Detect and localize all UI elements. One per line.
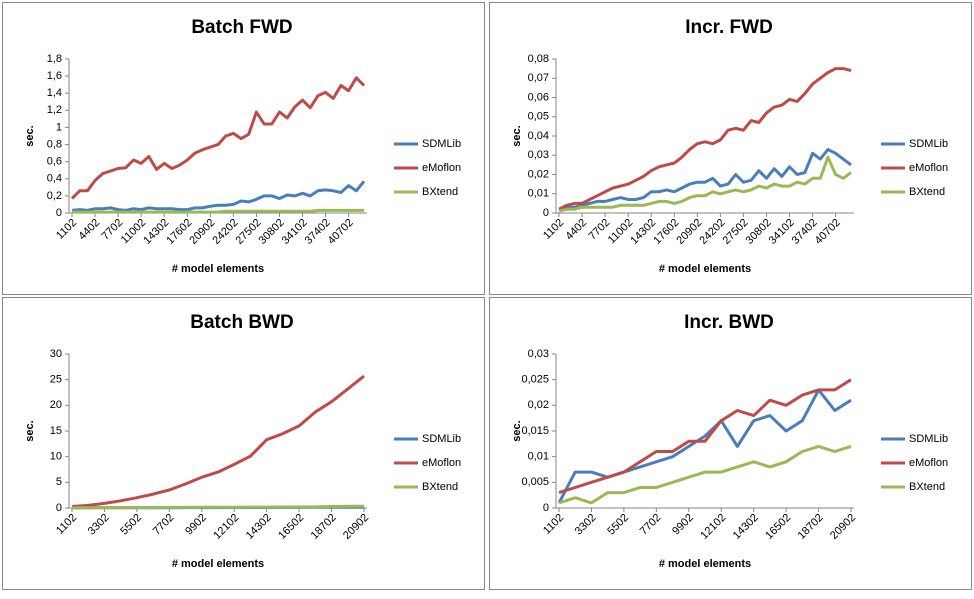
y-tick-label: 0,005 — [521, 476, 549, 488]
legend-label: SDMLib — [909, 138, 948, 150]
y-tick-label: 10 — [50, 451, 62, 463]
chart-title: Incr. FWD — [685, 17, 773, 38]
y-tick-label: 15 — [50, 425, 62, 437]
y-tick-label: 0,4 — [47, 173, 62, 185]
y-tick-label: 0,01 — [528, 451, 549, 463]
y-tick-label: 20 — [50, 399, 62, 411]
y-tick-label: 1,4 — [47, 87, 62, 99]
chart-panel: Incr. FWD sec. # model elements 0 0,01 0,02 0,… — [489, 2, 972, 295]
y-tick-label: 0,06 — [528, 91, 549, 103]
y-tick-label: 25 — [50, 374, 62, 386]
y-tick-label: 0,025 — [521, 374, 549, 386]
x-axis-title: # model elements — [659, 558, 751, 570]
series-line — [558, 378, 852, 495]
y-tick-label: 0,02 — [528, 399, 549, 411]
y-tick-label: 0,05 — [528, 111, 549, 123]
legend-label: eMoflon — [909, 162, 948, 174]
y-tick-label: 5 — [56, 476, 62, 488]
x-axis-title: # model elements — [172, 263, 264, 275]
y-tick-label: 0,07 — [528, 72, 549, 84]
legend-label: BXtend — [422, 481, 458, 493]
y-tick-label: 30 — [50, 348, 62, 360]
panel-border — [489, 297, 972, 590]
series-line — [558, 155, 852, 213]
y-tick-label: 0 — [543, 502, 549, 514]
series-line — [71, 180, 366, 212]
legend-label: SDMLib — [422, 138, 461, 150]
panel-border — [2, 2, 485, 295]
y-tick-label: 1,6 — [47, 70, 62, 82]
chart-title: Incr. BWD — [684, 312, 774, 333]
y-tick-label: 0,08 — [528, 53, 549, 65]
series-line — [558, 67, 852, 211]
y-tick-label: 0,04 — [528, 130, 549, 142]
series-line — [70, 76, 366, 200]
legend-label: BXtend — [909, 481, 945, 493]
y-axis-title: sec. — [24, 125, 36, 146]
y-tick-label: 0,02 — [528, 168, 549, 180]
legend-label: eMoflon — [422, 162, 461, 174]
y-tick-label: 0,6 — [47, 156, 62, 168]
y-tick-label: 0,01 — [528, 188, 549, 200]
legend-label: eMoflon — [422, 457, 461, 469]
y-tick-label: 1,8 — [47, 53, 62, 65]
chart-panel: Batch FWD sec. # model elements 0 0,2 0,4 0,6 0… — [2, 2, 485, 295]
y-tick-label: 0,03 — [528, 348, 549, 360]
chart-panel: Incr. BWD sec. # model elements 0 0,005 0,01 0… — [489, 297, 972, 590]
y-axis-title: sec. — [511, 125, 523, 146]
legend-label: SDMLib — [909, 433, 948, 445]
x-axis-title: # model elements — [172, 558, 264, 570]
y-tick-label: 0,015 — [521, 425, 549, 437]
y-tick-label: 0,2 — [47, 190, 62, 202]
chart-panel: Batch BWD sec. # model elements 0 5 10 15 20 25 3… — [2, 297, 485, 590]
series-line — [71, 374, 365, 508]
y-tick-label: 0 — [56, 207, 62, 219]
series-line — [558, 148, 852, 211]
y-tick-label: 0,8 — [47, 138, 62, 150]
legend-label: BXtend — [422, 186, 458, 198]
series-line — [558, 444, 852, 505]
y-tick-label: 0 — [543, 207, 549, 219]
y-axis-title: sec. — [24, 420, 36, 441]
legend-label: eMoflon — [909, 457, 948, 469]
panel-border — [2, 297, 485, 590]
y-tick-label: 0,03 — [528, 149, 549, 161]
y-tick-label: 0 — [56, 502, 62, 514]
series-line — [72, 504, 364, 510]
chart-title: Batch FWD — [191, 17, 292, 38]
series-line — [72, 208, 364, 214]
panel-border — [489, 2, 972, 295]
x-axis-title: # model elements — [659, 263, 751, 275]
y-axis-title: sec. — [511, 420, 523, 441]
chart-title: Batch BWD — [190, 312, 293, 333]
legend-label: BXtend — [909, 186, 945, 198]
legend-label: SDMLib — [422, 433, 461, 445]
y-tick-label: 1,2 — [47, 104, 62, 116]
y-tick-label: 1 — [56, 121, 62, 133]
